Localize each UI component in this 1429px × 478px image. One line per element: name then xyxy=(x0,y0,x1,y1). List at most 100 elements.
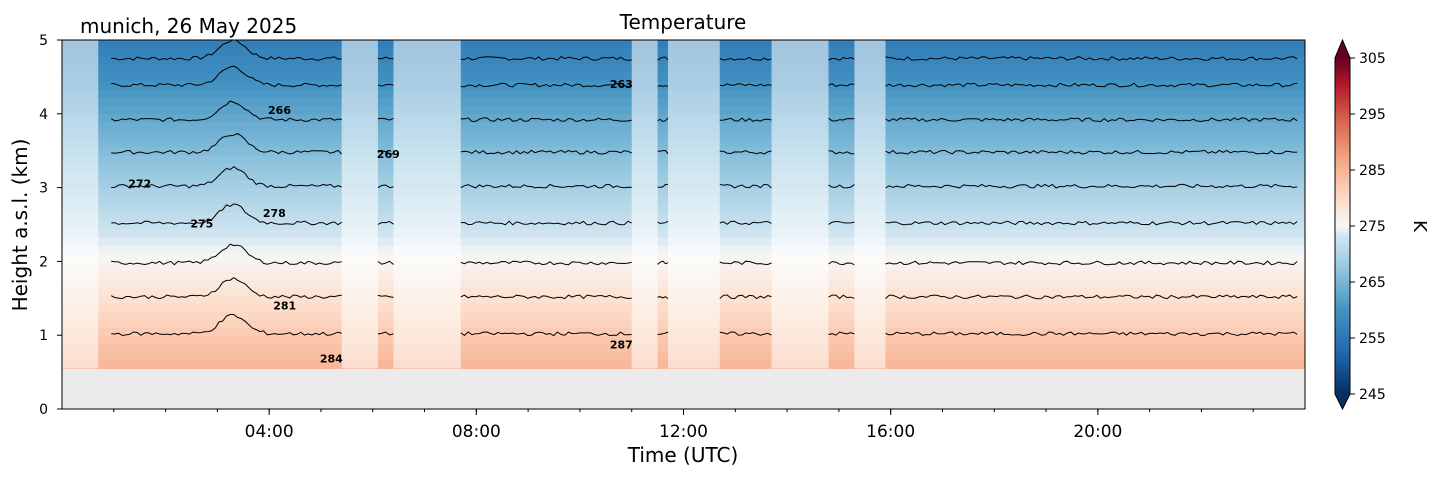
contour-label: 266 xyxy=(268,104,291,117)
colorbar-extend-max xyxy=(1335,40,1350,58)
contour-line-275 xyxy=(885,183,1298,189)
contour-line-278 xyxy=(719,220,772,226)
colorbar-tick-label: 305 xyxy=(1359,51,1386,67)
x-axis-ticks: 04:00 08:00 12:00 16:00 20:00 xyxy=(113,409,1254,442)
data-gap xyxy=(393,40,461,369)
colorbar-tick-label: 245 xyxy=(1359,387,1386,403)
contour-line-287 xyxy=(111,313,342,337)
contour-line-287 xyxy=(719,331,772,336)
contour-line-269 xyxy=(885,117,1298,123)
contour-line-275 xyxy=(460,183,632,189)
y-tick-label: 1 xyxy=(39,328,48,344)
colorbar-label: K xyxy=(1409,220,1429,233)
contour-line-284 xyxy=(719,294,772,300)
contour-line-284 xyxy=(657,296,669,299)
contour-line-272 xyxy=(460,149,632,155)
contour-labels: 272 275 278 281 284 266 269 263 287 xyxy=(128,78,633,366)
contour-line-281 xyxy=(828,261,855,266)
contour-label: 278 xyxy=(263,207,286,220)
contour-label: 269 xyxy=(377,148,400,161)
data-gap-regions xyxy=(62,40,886,369)
x-axis-label: Time (UTC) xyxy=(627,443,739,467)
contour-line-281 xyxy=(111,243,342,266)
contour-line-272 xyxy=(377,150,394,155)
contour-line-287 xyxy=(377,331,394,336)
contour-line-263 xyxy=(460,55,632,61)
contour-line-278 xyxy=(885,220,1298,226)
contour-line-287 xyxy=(885,331,1298,337)
contour-line-275 xyxy=(719,183,772,189)
x-tick-label: 04:00 xyxy=(245,422,294,442)
contour-line-266 xyxy=(460,82,632,88)
contour-line-275 xyxy=(828,184,855,189)
contour-label: 263 xyxy=(610,78,633,91)
contour-line-269 xyxy=(657,117,669,123)
contour-line-272 xyxy=(885,149,1298,155)
contour-line-269 xyxy=(460,117,632,123)
y-tick-label: 3 xyxy=(39,181,48,197)
data-gap xyxy=(854,40,886,369)
contour-line-269 xyxy=(377,117,394,121)
data-gap xyxy=(667,40,720,369)
data-gap xyxy=(771,40,829,369)
contour-line-278 xyxy=(460,220,632,226)
contour-line-266 xyxy=(657,85,669,87)
contour-line-287 xyxy=(657,331,669,335)
contour-line-278 xyxy=(657,220,669,225)
contour-line-275 xyxy=(377,184,394,189)
chart-title: Temperature xyxy=(619,10,747,34)
colorbar-extend-min xyxy=(1335,394,1350,409)
data-gap xyxy=(341,40,378,369)
contour-line-263 xyxy=(377,56,394,60)
contour-line-263 xyxy=(657,56,669,61)
contour-line-281 xyxy=(719,260,772,266)
contour-line-284 xyxy=(460,294,632,300)
y-tick-label: 0 xyxy=(39,402,48,418)
data-gap xyxy=(62,40,99,369)
contour-line-266 xyxy=(828,83,855,88)
y-axis-label: Height a.s.l. (km) xyxy=(8,139,32,312)
contour-line-281 xyxy=(460,260,632,266)
x-tick-label: 20:00 xyxy=(1073,422,1122,442)
contour-line-263 xyxy=(828,56,855,61)
colorbar-tick-label: 295 xyxy=(1359,107,1386,123)
contour-line-263 xyxy=(719,56,772,61)
contour-line-278 xyxy=(377,220,394,225)
colorbar-tick-label: 285 xyxy=(1359,163,1386,179)
contour-line-275 xyxy=(111,165,342,189)
contour-line-269 xyxy=(828,117,855,122)
x-tick-label: 08:00 xyxy=(452,422,501,442)
contour-line-266 xyxy=(111,65,342,88)
colorbar-body xyxy=(1335,58,1350,394)
contour-line-266 xyxy=(885,82,1298,88)
contour-line-263 xyxy=(885,56,1298,61)
colorbar-tick-label: 265 xyxy=(1359,275,1386,291)
colorbar-tick-label: 255 xyxy=(1359,331,1386,347)
contour-line-272 xyxy=(719,150,772,155)
contour-line-272 xyxy=(828,150,855,155)
contour-line-278 xyxy=(111,203,342,226)
contour-label: 281 xyxy=(273,299,296,312)
contour-line-266 xyxy=(377,83,394,87)
data-gap xyxy=(631,40,658,369)
contour-label: 287 xyxy=(610,338,633,351)
contour-line-281 xyxy=(377,260,394,265)
contour-line-284 xyxy=(885,294,1298,300)
x-tick-label: 16:00 xyxy=(866,422,915,442)
contour-lines xyxy=(110,40,1298,337)
contour-line-272 xyxy=(657,149,669,155)
colorbar-tick-label: 275 xyxy=(1359,219,1386,235)
y-axis-ticks: 0 1 2 3 4 5 xyxy=(39,33,62,418)
contour-line-284 xyxy=(377,294,394,298)
contour-label: 284 xyxy=(320,353,343,366)
y-tick-label: 2 xyxy=(39,254,48,270)
contour-line-287 xyxy=(460,331,632,337)
contour-line-284 xyxy=(828,294,855,300)
y-tick-label: 4 xyxy=(39,107,48,123)
contour-label: 275 xyxy=(190,217,213,230)
contour-line-266 xyxy=(719,83,772,87)
contour-line-284 xyxy=(110,276,342,300)
colorbar-ticks: 245 255 265 275 285 295 305 xyxy=(1350,51,1386,403)
contour-line-281 xyxy=(885,260,1298,266)
